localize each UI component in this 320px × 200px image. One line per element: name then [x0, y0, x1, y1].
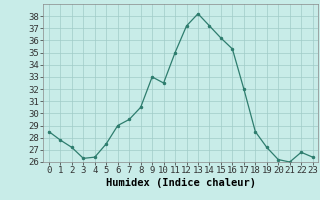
X-axis label: Humidex (Indice chaleur): Humidex (Indice chaleur)	[106, 178, 256, 188]
